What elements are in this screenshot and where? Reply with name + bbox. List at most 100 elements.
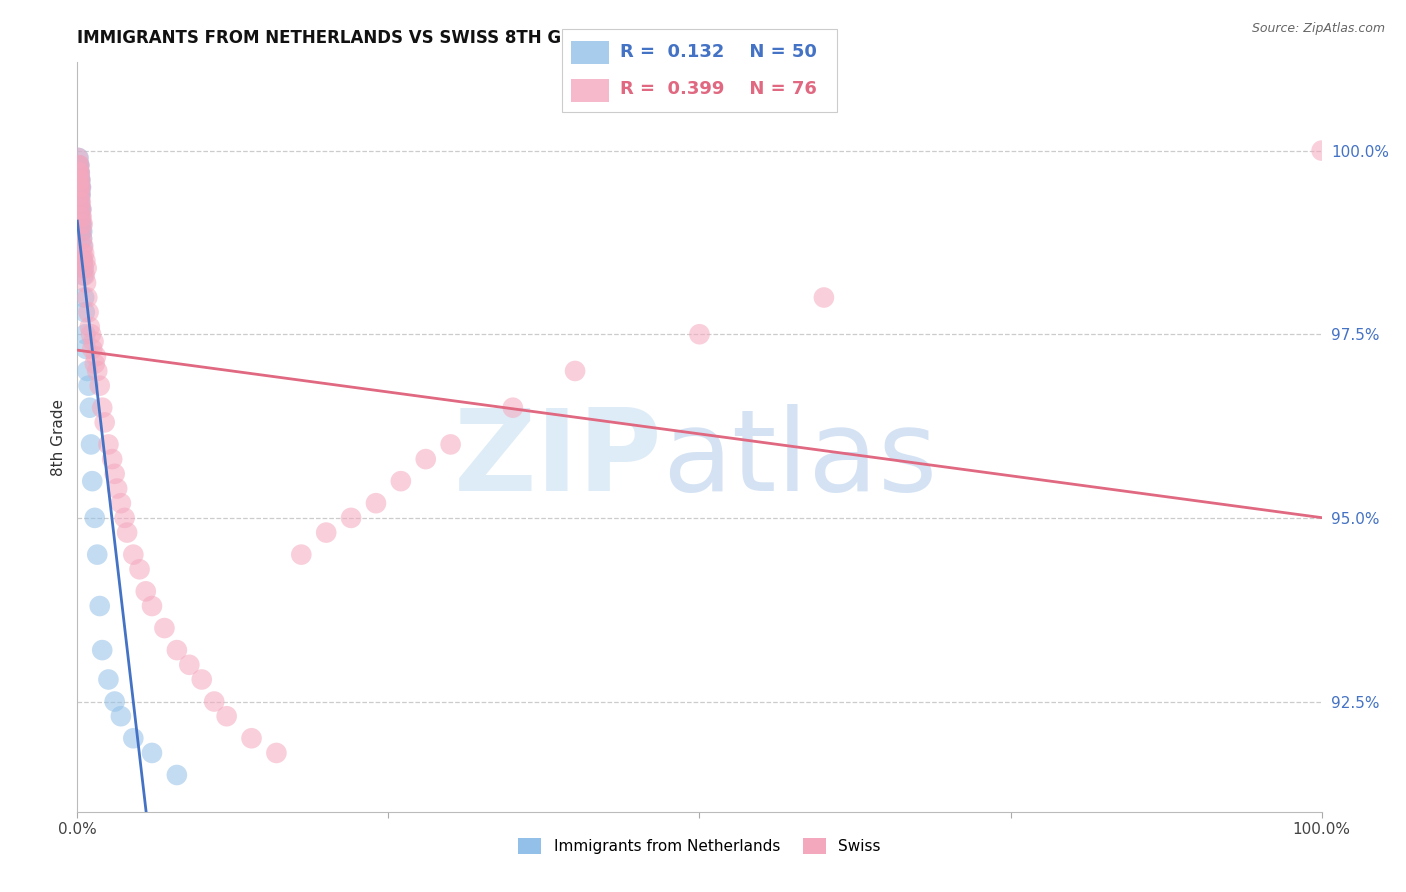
Point: [69, 166, 91, 180]
Point: [67, 158, 90, 172]
Legend: Immigrants from Netherlands, Swiss: Immigrants from Netherlands, Swiss: [512, 832, 887, 860]
Point: [75, 327, 97, 342]
Point: [69, 210, 91, 224]
Point: [105, 482, 128, 496]
Point: [69, 173, 91, 187]
Point: [93, 416, 115, 430]
Point: [73, 268, 96, 283]
Point: [340, 511, 363, 525]
Point: [73, 291, 96, 305]
Point: [67, 166, 90, 180]
Point: [104, 694, 127, 708]
Point: [67, 151, 90, 165]
Point: [502, 401, 524, 415]
Point: [69, 194, 91, 209]
Point: [689, 327, 711, 342]
Text: R =  0.399    N = 76: R = 0.399 N = 76: [620, 80, 817, 98]
Point: [439, 437, 461, 451]
Point: [70, 217, 93, 231]
FancyBboxPatch shape: [562, 29, 837, 112]
Point: [564, 364, 586, 378]
Point: [290, 548, 312, 562]
Point: [72, 246, 94, 260]
Point: [75, 253, 97, 268]
Point: [83, 511, 105, 525]
Point: [69, 180, 91, 194]
Point: [89, 378, 111, 392]
Point: [266, 746, 288, 760]
Point: [69, 210, 91, 224]
Point: [73, 246, 96, 260]
Point: [67, 158, 90, 172]
Point: [72, 253, 94, 268]
Point: [82, 474, 104, 488]
Point: [110, 496, 132, 510]
Point: [76, 261, 98, 276]
Y-axis label: 8th Grade: 8th Grade: [51, 399, 66, 475]
Point: [69, 194, 91, 209]
Point: [67, 180, 90, 194]
Point: [76, 364, 98, 378]
Point: [141, 746, 163, 760]
Point: [191, 673, 214, 687]
Point: [202, 694, 225, 708]
Point: [315, 525, 337, 540]
Point: [69, 180, 91, 194]
Point: [415, 452, 437, 467]
Point: [67, 166, 90, 180]
Point: [1310, 144, 1333, 158]
Point: [179, 657, 201, 672]
Point: [115, 525, 138, 540]
Point: [72, 239, 94, 253]
Point: [389, 474, 412, 488]
Point: [83, 357, 105, 371]
Point: [69, 166, 91, 180]
Point: [72, 261, 94, 276]
Text: ZIP: ZIP: [454, 404, 662, 515]
Point: [76, 291, 98, 305]
Point: [69, 180, 91, 194]
Point: [122, 731, 145, 746]
Point: [77, 305, 100, 319]
Text: R =  0.132    N = 50: R = 0.132 N = 50: [620, 43, 817, 61]
Text: atlas: atlas: [662, 404, 938, 515]
Point: [70, 224, 93, 238]
Point: [91, 643, 114, 657]
Point: [69, 194, 91, 209]
Point: [72, 261, 94, 276]
Point: [135, 584, 157, 599]
Point: [86, 364, 108, 378]
Point: [67, 158, 90, 172]
Point: [70, 202, 93, 217]
Point: [240, 731, 263, 746]
Text: IMMIGRANTS FROM NETHERLANDS VS SWISS 8TH GRADE CORRELATION CHART: IMMIGRANTS FROM NETHERLANDS VS SWISS 8TH…: [77, 29, 817, 47]
Point: [72, 253, 94, 268]
Point: [67, 187, 90, 202]
Point: [75, 342, 97, 356]
Point: [104, 467, 127, 481]
Point: [67, 173, 90, 187]
Point: [67, 166, 90, 180]
Point: [70, 180, 93, 194]
Point: [86, 548, 108, 562]
Bar: [571, 78, 609, 102]
Point: [89, 599, 111, 613]
Point: [67, 173, 90, 187]
Point: [70, 232, 93, 246]
Point: [69, 202, 91, 217]
Point: [80, 327, 103, 342]
Point: [84, 349, 107, 363]
Point: [122, 548, 145, 562]
Point: [70, 202, 93, 217]
Point: [128, 562, 150, 576]
Point: [69, 173, 91, 187]
Point: [67, 166, 90, 180]
Point: [141, 599, 163, 613]
Point: [69, 187, 91, 202]
Point: [75, 276, 97, 290]
Point: [69, 202, 91, 217]
Point: [72, 217, 94, 231]
Point: [69, 187, 91, 202]
Point: [69, 217, 91, 231]
Point: [79, 401, 101, 415]
